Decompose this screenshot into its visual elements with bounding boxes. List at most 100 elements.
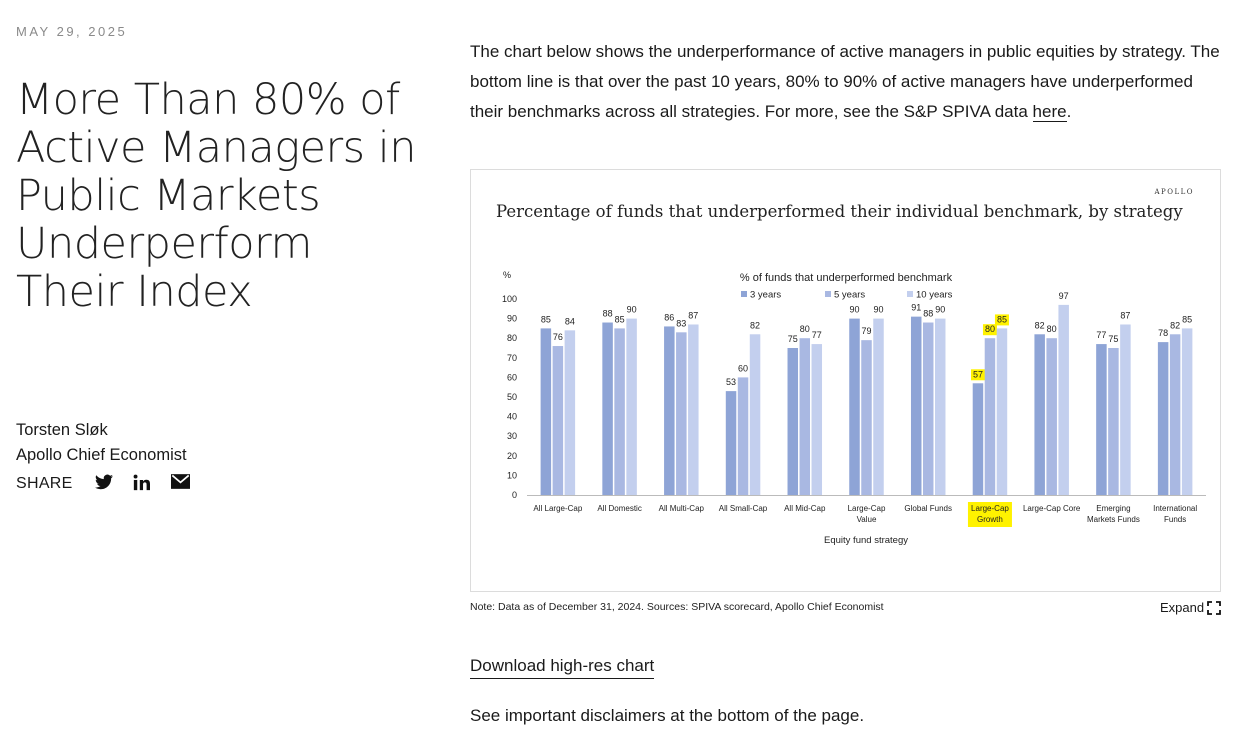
bar <box>910 316 922 495</box>
bar <box>688 324 699 495</box>
data-label: 97 <box>1059 291 1069 301</box>
y-tick-label: 0 <box>512 490 517 500</box>
bar <box>922 322 934 495</box>
bar <box>1046 338 1057 495</box>
bar <box>1108 348 1119 495</box>
legend-entry: 3 years <box>750 290 781 301</box>
bar <box>1120 324 1131 495</box>
bar <box>799 338 811 495</box>
y-tick-label: 60 <box>507 372 517 382</box>
y-axis-label: % <box>503 270 511 280</box>
bar <box>873 318 884 495</box>
author-name: Torsten Sløk <box>16 421 108 439</box>
data-label: 82 <box>750 320 760 330</box>
x-tick-label: Value <box>857 515 877 524</box>
y-tick-label: 20 <box>507 451 517 461</box>
bar <box>676 332 687 495</box>
bar <box>737 377 749 495</box>
linkedin-icon[interactable] <box>133 474 153 494</box>
expand-button[interactable]: Expand <box>1160 600 1221 615</box>
data-label-highlight <box>982 324 997 336</box>
x-tick-label: All Small-Cap <box>719 504 768 513</box>
article-date: MAY 29, 2025 <box>16 24 128 39</box>
download-link[interactable]: Download high-res chart <box>470 656 655 679</box>
disclaimer-text: See important disclaimers at the bottom … <box>470 706 865 725</box>
apollo-logo: APOLLO <box>1154 188 1194 196</box>
data-label: 87 <box>1120 310 1130 320</box>
data-label: 80 <box>1047 324 1057 334</box>
bar <box>1169 334 1181 495</box>
data-label: 91 <box>911 303 921 313</box>
category-label-highlight <box>967 502 1012 527</box>
expand-label: Expand <box>1160 600 1205 615</box>
bar <box>1034 334 1045 495</box>
data-label: 82 <box>1170 320 1180 330</box>
x-tick-label: All Large-Cap <box>533 504 582 513</box>
bar <box>749 334 761 495</box>
share-bar: SHARE <box>16 474 209 494</box>
x-tick-label: Markets Funds <box>1087 515 1140 524</box>
bar <box>564 330 576 495</box>
x-tick-label: International <box>1153 504 1197 513</box>
chart-title: % of funds that underperformed benchmark <box>740 272 953 284</box>
data-label: 75 <box>1108 334 1118 344</box>
data-label: 53 <box>726 377 736 387</box>
bar <box>614 328 625 495</box>
x-axis-label: Equity fund strategy <box>824 535 908 546</box>
data-label: 90 <box>849 305 859 315</box>
data-label: 82 <box>1035 320 1045 330</box>
data-label-highlight <box>970 369 985 381</box>
bar <box>626 318 637 495</box>
data-label: 90 <box>873 305 883 315</box>
x-tick-label: Global Funds <box>904 504 952 513</box>
twitter-icon[interactable] <box>94 474 115 494</box>
bar <box>664 326 675 495</box>
x-tick-label: Large-Cap <box>971 504 1009 513</box>
data-label: 84 <box>565 316 575 326</box>
share-label: SHARE <box>16 475 73 492</box>
author-block: Torsten Sløk Apollo Chief Economist <box>16 418 187 468</box>
data-label: 57 <box>973 369 983 379</box>
x-tick-label: All Domestic <box>597 504 641 513</box>
data-label: 77 <box>812 330 822 340</box>
data-label: 88 <box>603 309 613 319</box>
figure-heading: Percentage of funds that underperformed … <box>496 202 1183 221</box>
author-role: Apollo Chief Economist <box>16 446 187 464</box>
chart-figure[interactable]: APOLLO Percentage of funds that underper… <box>470 169 1221 592</box>
data-label: 80 <box>985 324 995 334</box>
data-label: 90 <box>627 305 637 315</box>
data-label: 85 <box>615 314 625 324</box>
data-label: 85 <box>1182 314 1192 324</box>
intro-paragraph: The chart below shows the underperforman… <box>470 37 1220 127</box>
page-title: More Than 80% of Active Managers in Publ… <box>16 75 416 317</box>
bar <box>811 344 823 495</box>
data-label: 86 <box>664 312 674 322</box>
data-label: 75 <box>788 334 798 344</box>
x-tick-label: All Mid-Cap <box>784 504 826 513</box>
bar <box>996 328 1008 495</box>
data-label-highlight <box>994 314 1009 326</box>
data-label: 78 <box>1158 328 1168 338</box>
x-tick-label: Large-Cap <box>848 504 886 513</box>
bar <box>725 391 737 495</box>
bar <box>972 383 984 495</box>
chart-note: Note: Data as of December 31, 2024. Sour… <box>470 601 884 613</box>
y-tick-label: 80 <box>507 333 517 343</box>
y-tick-label: 30 <box>507 431 517 441</box>
x-tick-label: All Multi-Cap <box>659 504 705 513</box>
bar <box>540 328 552 495</box>
bar <box>1181 328 1193 495</box>
x-tick-label: Funds <box>1164 515 1186 524</box>
legend-swatch <box>825 291 831 297</box>
expand-icon <box>1207 600 1221 615</box>
spiva-link[interactable]: here <box>1032 102 1067 122</box>
data-label: 83 <box>676 318 686 328</box>
bar <box>849 318 860 495</box>
bar-chart: % of funds that underperformed benchmark… <box>502 270 1206 546</box>
bar <box>552 346 564 495</box>
legend-entry: 10 years <box>916 290 953 301</box>
data-label: 88 <box>923 309 933 319</box>
x-tick-label: Emerging <box>1096 504 1130 513</box>
mail-icon[interactable] <box>170 474 191 494</box>
legend-swatch <box>741 291 747 297</box>
